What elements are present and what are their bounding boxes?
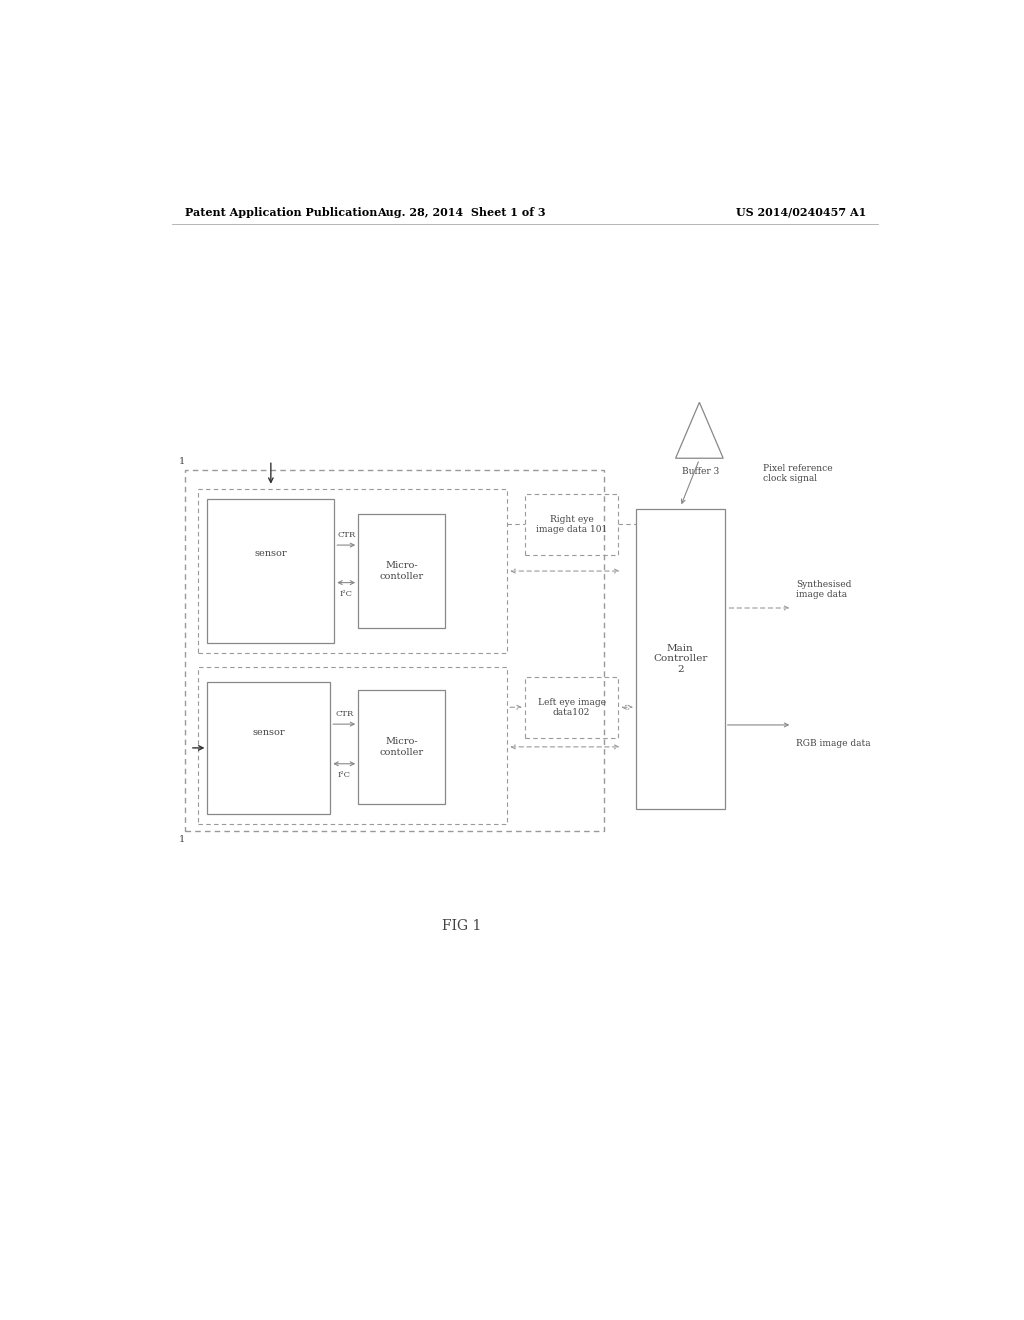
Text: I²C: I²C <box>340 590 352 598</box>
Bar <box>358 690 445 804</box>
Text: Micro-
contoller: Micro- contoller <box>380 737 424 756</box>
Text: Aug. 28, 2014  Sheet 1 of 3: Aug. 28, 2014 Sheet 1 of 3 <box>377 207 546 218</box>
Text: US 2014/0240457 A1: US 2014/0240457 A1 <box>736 207 866 218</box>
Text: Micro-
contoller: Micro- contoller <box>380 561 424 581</box>
Bar <box>207 682 331 814</box>
Bar <box>524 494 618 554</box>
Text: sensor: sensor <box>255 549 287 558</box>
Text: FIG 1: FIG 1 <box>441 919 481 933</box>
Text: I²C: I²C <box>338 771 351 779</box>
Text: 1: 1 <box>179 457 185 466</box>
Text: Right eye
image data 101: Right eye image data 101 <box>536 515 607 535</box>
Bar <box>358 515 445 628</box>
Bar <box>524 677 618 738</box>
Bar <box>207 499 334 643</box>
Text: 1: 1 <box>179 836 185 845</box>
Text: Buffer 3: Buffer 3 <box>682 467 720 477</box>
Text: Left eye image
data102: Left eye image data102 <box>538 697 605 717</box>
Text: RGB image data: RGB image data <box>797 739 870 747</box>
Text: CTR: CTR <box>337 531 355 539</box>
Text: sensor: sensor <box>253 727 285 737</box>
Bar <box>185 470 604 832</box>
Text: Synthesised
image data: Synthesised image data <box>797 579 852 599</box>
Text: Main
Controller
2: Main Controller 2 <box>653 644 708 675</box>
Text: Pixel reference
clock signal: Pixel reference clock signal <box>763 463 833 483</box>
Bar <box>198 667 507 824</box>
Text: CTR: CTR <box>335 710 353 718</box>
Bar <box>636 510 725 809</box>
Bar <box>198 488 507 653</box>
Text: Patent Application Publication: Patent Application Publication <box>185 207 378 218</box>
